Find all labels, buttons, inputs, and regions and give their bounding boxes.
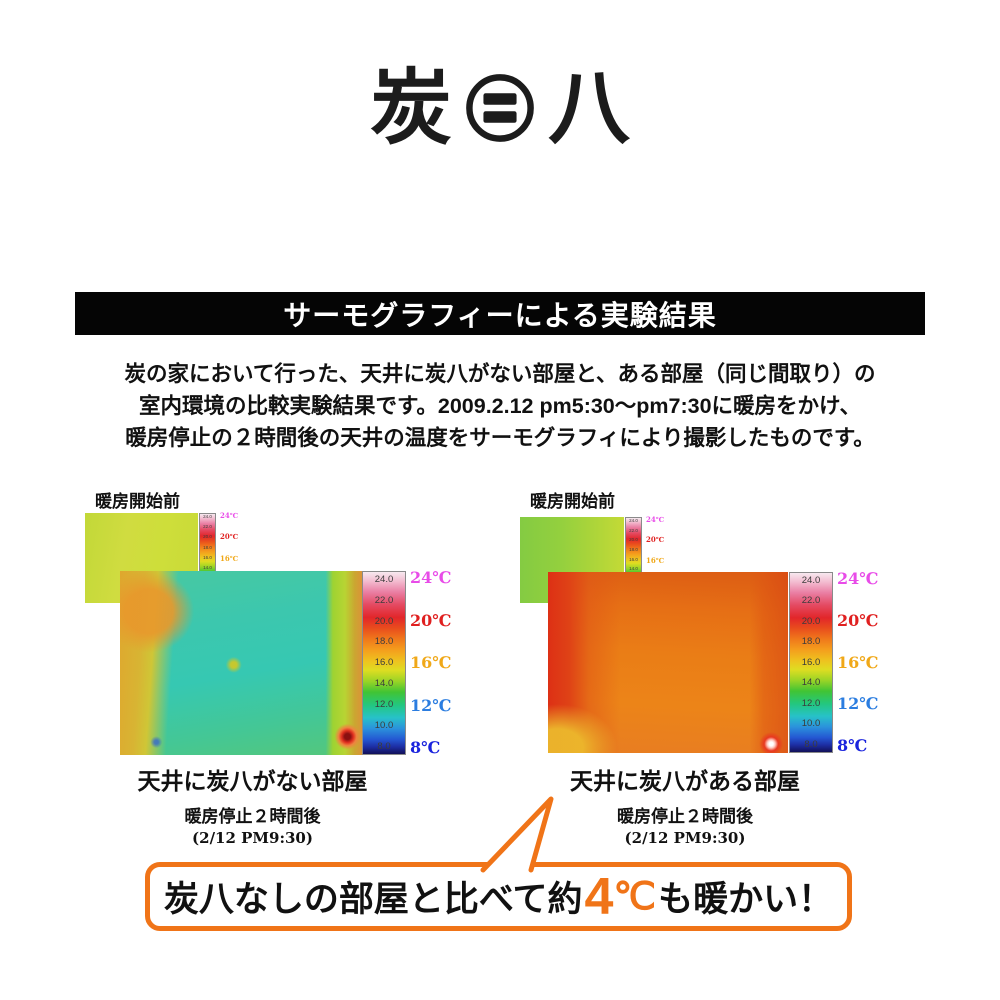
temp-label-24: 24℃: [646, 515, 665, 524]
section-banner: サーモグラフィーによる実験結果: [75, 292, 925, 335]
left-caption-sub: 暖房停止２時間後: [184, 807, 321, 827]
scale-tick: 18.0: [629, 547, 638, 553]
callout-highlight-unit: ℃: [613, 876, 657, 918]
left-caption-title: 天井に炭八がない部屋: [137, 768, 368, 795]
scale-tick: 10.0: [374, 719, 394, 731]
scale-tick: 14.0: [203, 564, 212, 570]
temp-label-16: 16℃: [410, 653, 452, 672]
scale-tick: 20.0: [203, 534, 212, 540]
left-panel-caption: 天井に炭八がない部屋 暖房停止２時間後 (2/12 PM9:30): [85, 762, 420, 847]
scale-tick: 16.0: [374, 657, 394, 669]
scale-tick: 8.0: [377, 740, 391, 752]
scale-tick: 18.0: [801, 636, 821, 648]
section-banner-title: サーモグラフィーによる実験結果: [283, 299, 717, 331]
scale-tick: 22.0: [374, 594, 394, 606]
temp-label-16: 16℃: [220, 553, 239, 563]
scale-tick: 20.0: [801, 615, 821, 627]
scale-tick: 24.0: [801, 575, 821, 586]
callout-prefix: 炭八なしの部屋と比べて約: [163, 880, 583, 919]
scale-tick: 8.0: [804, 738, 818, 750]
scale-tick: 16.0: [629, 556, 638, 562]
scale-tick: 12.0: [801, 697, 821, 709]
temp-label-8: 8℃: [410, 738, 441, 757]
temp-label-12: 12℃: [837, 694, 879, 714]
temp-label-20: 20℃: [220, 532, 239, 542]
right-panel-caption: 天井に炭八がある部屋 暖房停止２時間後 (2/12 PM9:30): [520, 762, 850, 847]
temp-label-24: 24℃: [220, 511, 239, 520]
scale-tick: 14.0: [374, 678, 394, 690]
temp-label-20: 20℃: [410, 610, 452, 630]
scale-tick: 16.0: [801, 656, 821, 668]
intro-paragraph: 炭の家において行った、天井に炭八がない部屋と、ある部屋（同じ間取り）の 室内環境…: [124, 362, 876, 450]
scale-tick: 22.0: [801, 595, 821, 607]
scale-tick: 24.0: [374, 574, 394, 585]
scale-tick: 12.0: [374, 698, 394, 710]
scale-tick: 22.0: [203, 524, 212, 530]
right-main-color-scale: 24.0 22.0 20.0 18.0 16.0 14.0 12.0 10.0 …: [789, 572, 833, 753]
right-panel-main-thermal-image: [548, 572, 788, 753]
scale-tick: 24.0: [203, 514, 212, 519]
temp-label-16: 16℃: [646, 555, 665, 565]
right-caption-date: (2/12 PM9:30): [624, 829, 746, 847]
logo-char-hachi: 八: [548, 60, 631, 156]
left-main-color-scale: 24.0 22.0 20.0 18.0 16.0 14.0 12.0 10.0 …: [362, 571, 406, 755]
temp-label-24: 24℃: [837, 569, 879, 588]
result-callout-bubble: 炭八なしの部屋と比べて約 4 ℃ も暖かい！: [145, 862, 852, 931]
scale-tick: 10.0: [801, 718, 821, 730]
logo-char-sumi: 炭: [369, 60, 452, 156]
scale-tick: 14.0: [801, 677, 821, 689]
temp-label-12: 12℃: [410, 695, 452, 715]
right-caption-sub: 暖房停止２時間後: [617, 807, 753, 827]
temp-label-24: 24℃: [410, 568, 452, 587]
right-panel-pre-heating-label: 暖房開始前: [530, 492, 615, 512]
left-panel-main-thermal-image: [120, 571, 362, 755]
left-main-temp-labels: 24℃ 20℃ 16℃ 12℃ 8℃: [410, 570, 451, 756]
callout-tail-pointer: [480, 796, 554, 873]
two-bars-crest-icon: [466, 74, 534, 142]
temp-label-20: 20℃: [646, 535, 665, 545]
scale-tick: 18.0: [374, 636, 394, 648]
callout-suffix: も暖かい！: [658, 880, 834, 919]
temp-label-16: 16℃: [837, 652, 879, 672]
left-caption-date: (2/12 PM9:30): [192, 829, 313, 847]
scale-tick: 24.0: [629, 518, 638, 523]
scale-tick: 16.0: [203, 554, 212, 560]
left-panel-pre-heating-label: 暖房開始前: [95, 492, 180, 512]
temp-label-20: 20℃: [837, 610, 879, 630]
scale-tick: 14.0: [629, 566, 638, 572]
scale-tick: 20.0: [374, 615, 394, 627]
temp-label-8: 8℃: [837, 736, 868, 755]
right-main-temp-labels: 24℃ 20℃ 16℃ 12℃ 8℃: [837, 571, 878, 754]
scale-tick: 22.0: [629, 527, 638, 533]
right-caption-title: 天井に炭八がある部屋: [570, 768, 800, 795]
callout-highlight-number: 4: [584, 867, 614, 926]
scale-tick: 20.0: [629, 537, 638, 543]
scale-tick: 18.0: [203, 544, 212, 550]
brand-logo: 炭 八: [0, 58, 1000, 158]
